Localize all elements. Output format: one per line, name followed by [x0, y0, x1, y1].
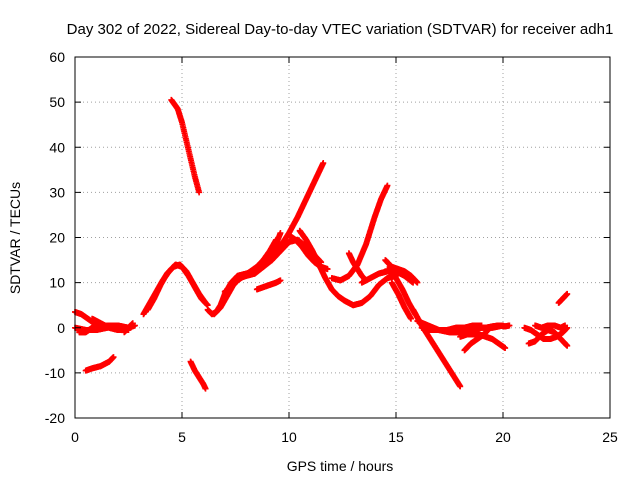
data-series [168, 96, 203, 196]
data-point [320, 160, 327, 167]
data-series [555, 290, 571, 306]
y-tick-label: -20 [45, 410, 65, 426]
data-point [277, 277, 284, 284]
x-axis-label: GPS time / hours [287, 458, 394, 474]
x-axis-ticks: 0 5 10 15 20 25 [71, 57, 618, 445]
data-points [72, 96, 571, 392]
data-series [187, 358, 209, 392]
data-point [129, 320, 136, 327]
data-series [382, 257, 421, 286]
x-tick-label: 20 [495, 429, 511, 445]
data-series [82, 354, 117, 374]
data-series [268, 160, 327, 264]
x-tick-label: 10 [281, 429, 297, 445]
data-series [328, 182, 391, 284]
data-point [277, 229, 284, 236]
data-point [562, 322, 569, 329]
data-point [196, 189, 203, 196]
chart-title: Day 302 of 2022, Sidereal Day-to-day VTE… [67, 21, 614, 38]
data-series [482, 322, 513, 331]
data-point [407, 315, 414, 322]
data-point [564, 342, 571, 349]
x-tick-label: 5 [178, 429, 186, 445]
data-point [324, 266, 331, 273]
y-tick-label: 30 [49, 184, 65, 200]
data-series [253, 277, 284, 293]
y-tick-label: 40 [49, 139, 65, 155]
y-tick-label: 20 [49, 230, 65, 246]
data-point [478, 322, 485, 329]
data-point [502, 345, 509, 352]
data-point [384, 182, 391, 189]
data-series [410, 306, 464, 390]
data-series [525, 327, 571, 349]
data-point [564, 290, 571, 297]
data-series [121, 320, 136, 336]
data-series [89, 315, 132, 334]
data-point [273, 236, 280, 243]
data-point [202, 299, 209, 306]
y-axis-label: SDTVAR / TECUs [7, 182, 23, 294]
data-series [221, 236, 280, 295]
y-tick-label: 50 [49, 94, 65, 110]
data-point [110, 354, 117, 361]
y-tick-label: 10 [49, 275, 65, 291]
x-tick-label: 0 [71, 429, 79, 445]
data-point [202, 385, 209, 392]
data-series [532, 322, 569, 331]
y-tick-label: -10 [45, 365, 65, 381]
y-axis-ticks: -20 -10 0 10 20 30 40 50 60 [45, 49, 610, 426]
data-series [144, 261, 209, 313]
data-series [296, 227, 399, 309]
data-series [388, 279, 414, 322]
y-tick-label: 0 [57, 320, 65, 336]
x-tick-label: 25 [602, 429, 618, 445]
grid-lines [75, 57, 610, 418]
data-point [414, 279, 421, 286]
x-tick-label: 15 [388, 429, 404, 445]
data-point [457, 383, 464, 390]
data-point [506, 322, 513, 329]
y-tick-label: 60 [49, 49, 65, 65]
data-series [418, 322, 485, 334]
